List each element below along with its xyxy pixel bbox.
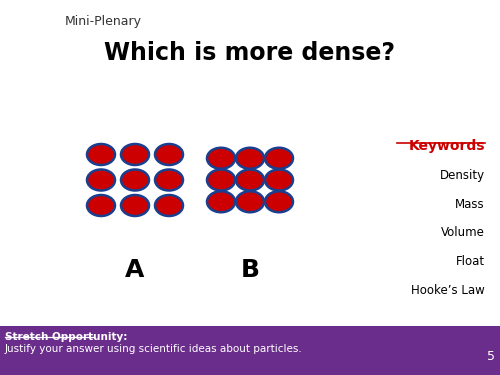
Text: A: A [126, 258, 144, 282]
Text: Justify your answer using scientific ideas about particles.: Justify your answer using scientific ide… [5, 344, 303, 354]
Circle shape [121, 144, 149, 165]
Text: 5: 5 [487, 350, 495, 363]
FancyBboxPatch shape [0, 326, 500, 375]
Text: Density: Density [440, 169, 485, 182]
Text: B: B [240, 258, 260, 282]
Circle shape [155, 170, 183, 190]
Text: Mini-Plenary: Mini-Plenary [65, 15, 142, 28]
Circle shape [236, 191, 264, 212]
Circle shape [265, 191, 293, 212]
Circle shape [236, 170, 264, 190]
Circle shape [265, 148, 293, 169]
Text: Hooke’s Law: Hooke’s Law [411, 284, 485, 297]
Circle shape [207, 191, 235, 212]
Circle shape [87, 170, 115, 190]
Circle shape [155, 144, 183, 165]
Circle shape [207, 170, 235, 190]
Circle shape [207, 148, 235, 169]
Circle shape [87, 195, 115, 216]
Circle shape [121, 195, 149, 216]
Text: Float: Float [456, 255, 485, 268]
Text: Keywords: Keywords [408, 139, 485, 153]
Text: Mass: Mass [456, 198, 485, 211]
Text: Which is more dense?: Which is more dense? [104, 41, 396, 65]
Circle shape [121, 170, 149, 190]
Text: Stretch Opportunity:: Stretch Opportunity: [5, 332, 128, 342]
Text: Volume: Volume [441, 226, 485, 240]
Circle shape [87, 144, 115, 165]
Circle shape [265, 170, 293, 190]
Circle shape [236, 148, 264, 169]
Circle shape [155, 195, 183, 216]
